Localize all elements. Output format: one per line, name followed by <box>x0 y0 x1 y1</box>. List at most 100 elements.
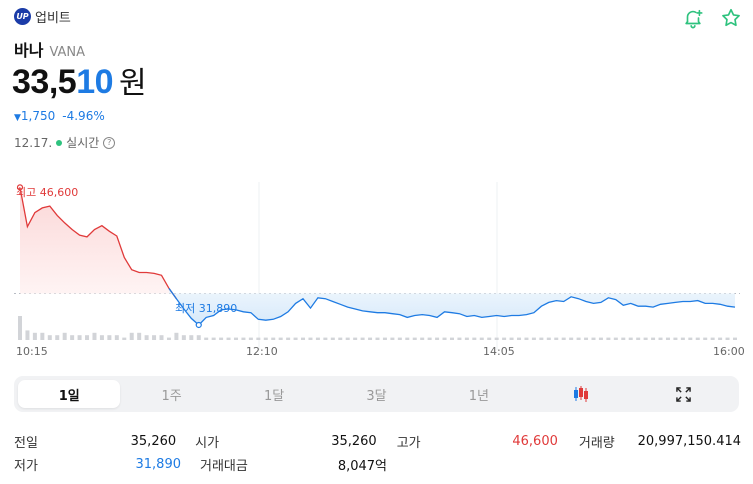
volume-bar <box>695 337 700 340</box>
volume-bar <box>196 335 201 340</box>
volume-bar <box>323 337 328 340</box>
volume-bar <box>32 332 37 340</box>
x-tick-label: 10:15 <box>16 345 48 358</box>
volume-bar <box>733 337 737 340</box>
volume-bar <box>174 332 179 340</box>
volume-bar <box>487 337 492 340</box>
live-dot-icon <box>56 139 63 146</box>
period-selector: 1일 1주 1달 3달 1년 <box>14 376 739 412</box>
volume-bar <box>517 337 522 340</box>
status-label: 실시간 <box>66 136 100 150</box>
period-1m-button[interactable]: 1달 <box>263 388 285 404</box>
chart-high-label: 최고 46,600 <box>16 186 79 199</box>
volume-bar <box>107 335 112 340</box>
up-series-line <box>19 187 177 300</box>
volume-bar <box>591 337 596 340</box>
down-area-fill <box>168 288 736 325</box>
period-1y-button[interactable]: 1년 <box>468 388 490 404</box>
current-price: 33,5 10 원 <box>12 58 147 102</box>
volume-bar <box>725 337 730 340</box>
volume-bar <box>613 337 618 340</box>
down-series-line <box>168 288 736 326</box>
price-accent-digits: 10 <box>76 63 114 101</box>
period-3m-button[interactable]: 3달 <box>366 388 387 404</box>
volume-bar <box>256 337 261 340</box>
volume-bar <box>166 337 171 340</box>
volume-bar <box>718 337 723 340</box>
header: UP 업비트 <box>14 6 71 26</box>
volume-bar <box>77 335 82 340</box>
volume-bar <box>55 335 60 340</box>
candle-chart-button[interactable] <box>530 380 632 408</box>
volume-bar <box>680 337 685 340</box>
volume-bar <box>427 337 432 340</box>
volume-bar <box>70 335 75 340</box>
price-unit: 원 <box>119 67 147 100</box>
help-icon[interactable]: ? <box>103 136 116 149</box>
volume-bar <box>546 337 551 340</box>
expand-icon <box>676 386 691 402</box>
volume-bar <box>710 337 715 340</box>
bell-plus-icon[interactable] <box>681 6 705 30</box>
coin-symbol: VANA <box>49 45 86 60</box>
volume-bar <box>643 337 648 340</box>
volume-bar <box>457 337 462 340</box>
volume-bar <box>658 337 663 340</box>
volume-bar <box>390 337 395 340</box>
volume-bar <box>308 337 313 340</box>
price-chart[interactable] <box>0 178 753 363</box>
volume-bar <box>62 332 67 340</box>
expand-button[interactable] <box>633 380 735 408</box>
volume-bar <box>665 337 670 340</box>
coin-title: 바나 VANA <box>14 37 85 61</box>
volume-bar <box>144 335 149 340</box>
volume-bar <box>181 335 186 340</box>
x-tick-label: 14:05 <box>483 345 515 358</box>
volume-bar <box>472 337 477 340</box>
volume-bar <box>345 337 350 340</box>
volume-bar <box>554 337 559 340</box>
volume-bar <box>137 332 142 340</box>
volume-bar <box>159 335 164 340</box>
volume-bar <box>561 337 566 340</box>
stat-low: 저가 31,890 <box>14 457 181 474</box>
volume-bar <box>531 337 536 340</box>
volume-bar <box>539 337 544 340</box>
realtime-status: 12.17. 실시간 ? <box>14 134 116 151</box>
star-icon[interactable] <box>719 6 743 30</box>
high-marker <box>16 184 24 191</box>
volume-bar <box>226 337 231 340</box>
volume-bar <box>502 337 507 340</box>
down-arrow-icon: ▼ <box>14 113 21 123</box>
volume-bar <box>524 337 529 340</box>
volume-bar <box>435 337 440 340</box>
volume-bar <box>606 337 611 340</box>
volume-bar <box>464 337 469 340</box>
status-date: 12.17. <box>14 135 53 150</box>
volume-bar <box>397 337 402 340</box>
period-1d-button[interactable]: 1일 <box>18 380 121 408</box>
volume-bar <box>315 337 320 340</box>
volume-bar <box>412 337 417 340</box>
volume-bar <box>375 337 380 340</box>
volume-bar <box>204 337 209 340</box>
change-percent: -4.96% <box>62 109 105 123</box>
change-amount: 1,750 <box>20 109 56 123</box>
volume-bar <box>338 337 343 340</box>
price-main: 33,5 <box>12 63 77 101</box>
volume-bar <box>152 335 157 340</box>
volume-bar <box>494 337 499 340</box>
volume-bar <box>293 337 298 340</box>
volume-bar <box>122 337 127 340</box>
volume-bar <box>85 335 90 340</box>
volume-bar <box>129 332 134 340</box>
volume-bar <box>576 337 581 340</box>
volume-bar <box>330 337 335 340</box>
volume-bar <box>651 337 656 340</box>
volume-bar <box>241 337 246 340</box>
volume-bar <box>271 337 276 340</box>
volume-bar <box>92 332 97 340</box>
upbit-logo: UP <box>14 7 31 25</box>
period-1w-button[interactable]: 1주 <box>161 388 182 404</box>
volume-bar <box>189 335 194 340</box>
